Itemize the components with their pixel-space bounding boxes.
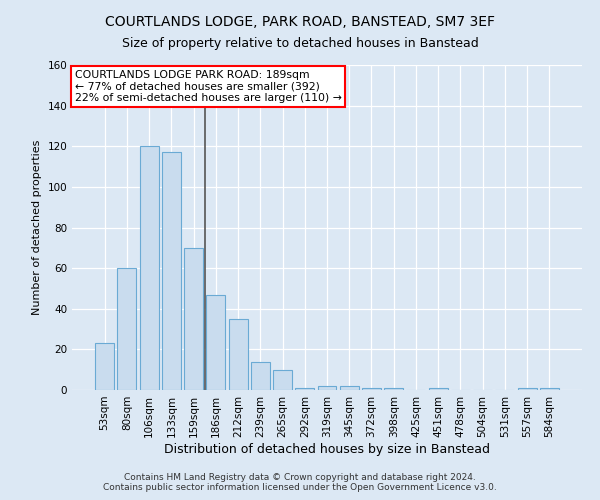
Bar [362,388,381,390]
Y-axis label: Number of detached properties: Number of detached properties [32,140,42,315]
Bar [184,248,203,390]
Bar [162,152,181,390]
Bar [384,388,403,390]
Bar [206,294,225,390]
Bar [273,370,292,390]
Bar [429,388,448,390]
Bar [340,386,359,390]
Bar [540,388,559,390]
Bar [317,386,337,390]
Bar [118,268,136,390]
Bar [295,388,314,390]
Bar [140,146,158,390]
Bar [229,319,248,390]
Bar [251,362,270,390]
X-axis label: Distribution of detached houses by size in Banstead: Distribution of detached houses by size … [164,442,490,456]
Bar [95,344,114,390]
Text: Contains HM Land Registry data © Crown copyright and database right 2024.
Contai: Contains HM Land Registry data © Crown c… [103,473,497,492]
Bar [518,388,536,390]
Text: Size of property relative to detached houses in Banstead: Size of property relative to detached ho… [122,38,478,51]
Text: COURTLANDS LODGE, PARK ROAD, BANSTEAD, SM7 3EF: COURTLANDS LODGE, PARK ROAD, BANSTEAD, S… [105,15,495,29]
Text: COURTLANDS LODGE PARK ROAD: 189sqm
← 77% of detached houses are smaller (392)
22: COURTLANDS LODGE PARK ROAD: 189sqm ← 77%… [74,70,341,103]
